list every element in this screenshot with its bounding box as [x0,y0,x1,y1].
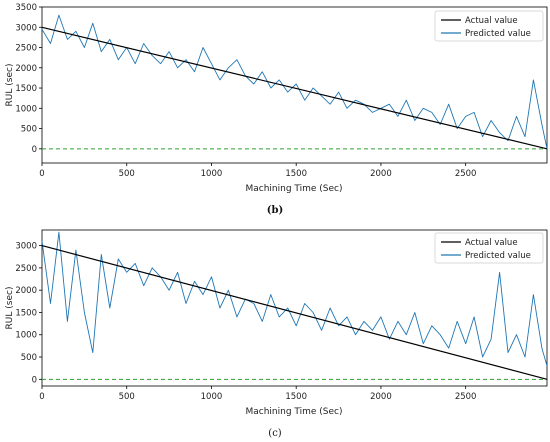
chart-panel-b: 0 500 1000 1500 2000 2500 0 500 1000 1500 2000 2500… [5,3,548,216]
legend: Actual value Predicted value [434,232,544,264]
legend: Actual value Predicted value [434,10,544,42]
panel-label: (c) [268,428,282,439]
x-tick-label: 1500 [285,392,307,402]
series-layer [41,231,548,380]
y-tick-label: 2500 [15,44,37,54]
y-tick-label: 1500 [15,308,37,318]
x-tick-label: 2000 [370,392,392,402]
y-tick-label: 1000 [15,331,37,341]
axis-ticks: 0 500 1000 1500 2000 2500 0 500 1000 1500 2000 2500… [15,242,476,402]
x-axis-label: Machining Time (Sec) [245,407,342,417]
panel-label: (b) [267,205,283,216]
y-tick-label: 3000 [15,23,37,33]
plot-frame [41,6,548,164]
series-line-predicted [41,231,548,367]
legend-label-actual: Actual value [465,16,518,26]
chart-panel-c: 0 500 1000 1500 2000 2500 0 500 1000 1500 2000 2500… [5,229,548,439]
y-tick-label: 1000 [15,104,37,114]
y-axis-label: RUL (sec) [5,64,15,107]
x-tick-label: 500 [119,169,135,179]
y-tick-label: 0 [32,375,37,385]
x-tick-label: 0 [39,169,44,179]
x-tick-label: 1500 [285,169,307,179]
x-tick-label: 2000 [370,169,392,179]
axis-ticks: 0 500 1000 1500 2000 2500 0 500 1000 1500 2000 2500… [15,3,476,179]
series-layer [41,14,548,150]
y-tick-label: 2500 [15,264,37,274]
y-tick-label: 500 [21,125,37,135]
x-axis-label: Machining Time (Sec) [245,184,342,194]
x-tick-label: 500 [119,392,135,402]
x-tick-label: 1000 [201,169,223,179]
legend-label-actual: Actual value [465,238,518,248]
x-tick-label: 2500 [455,169,477,179]
legend-box [434,232,544,264]
x-tick-label: 0 [39,392,44,402]
y-tick-label: 3500 [15,3,37,13]
y-tick-label: 500 [21,353,37,363]
x-tick-label: 1000 [201,392,223,402]
legend-label-predicted: Predicted value [465,29,531,39]
y-tick-label: 0 [32,145,37,155]
x-tick-label: 2500 [455,392,477,402]
y-axis-label: RUL (sec) [5,287,15,330]
y-tick-label: 2000 [15,64,37,74]
legend-box [434,10,544,42]
series-line-actual [41,245,548,380]
legend-label-predicted: Predicted value [465,251,531,261]
y-tick-label: 3000 [15,242,37,252]
plot-frame [41,229,548,387]
series-line-actual [41,26,548,150]
y-tick-label: 1500 [15,84,37,94]
y-tick-label: 2000 [15,286,37,296]
